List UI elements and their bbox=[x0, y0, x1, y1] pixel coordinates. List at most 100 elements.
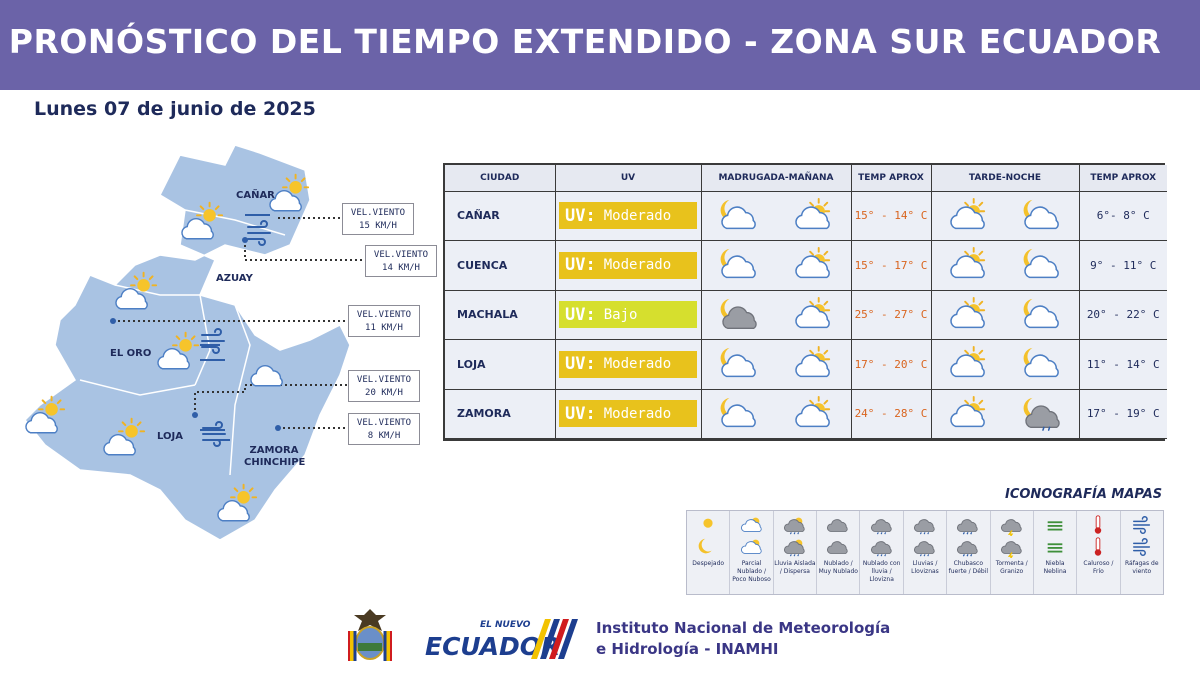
sun-cloud-icon bbox=[950, 247, 986, 279]
legend-item: Lluvias / Lloviznas bbox=[904, 511, 948, 594]
sun-cloud-icon bbox=[950, 346, 986, 378]
moon-cloud-icon bbox=[1023, 249, 1059, 279]
wind-icons bbox=[200, 214, 270, 441]
rain-icon bbox=[913, 519, 935, 535]
temp-am-cell: 24° - 28° C bbox=[851, 389, 932, 439]
temp-pm-cell: 6°- 8° C bbox=[1079, 191, 1167, 241]
table-row: LOJA UV: Moderado 17° - 20° C 11° - 14° C bbox=[445, 339, 1167, 390]
wind-box-azuay: VEL.VIENTO 14 KM/H bbox=[365, 245, 437, 277]
rain-icon bbox=[913, 541, 935, 557]
sun-cloud-icon bbox=[795, 197, 831, 229]
svg-text:EL NUEVO: EL NUEVO bbox=[480, 620, 531, 630]
el-nuevo-ecuador-logo: EL NUEVO ECUADOR bbox=[425, 619, 578, 661]
forecast-date: Lunes 07 de junio de 2025 bbox=[34, 98, 316, 120]
map-shape bbox=[23, 144, 365, 541]
uv-badge: UV: Bajo bbox=[559, 301, 697, 329]
uv-cell: UV: Moderado bbox=[555, 191, 702, 241]
am-icons-cell bbox=[701, 290, 852, 340]
wind-box-loja: VEL.VIENTO 20 KM/H bbox=[348, 370, 420, 402]
uv-badge: UV: Moderado bbox=[559, 202, 697, 230]
moon-overcast-icon bbox=[720, 298, 757, 329]
moon-icon bbox=[698, 538, 712, 554]
col-header-city: CIUDAD bbox=[445, 165, 556, 192]
pm-icons-cell bbox=[931, 191, 1080, 241]
legend-label: Tormenta / Granizo bbox=[995, 560, 1028, 575]
legend-label: Nublado / Muy Nublado bbox=[818, 560, 858, 575]
storm-icon bbox=[1000, 519, 1022, 536]
legend-item: Chubasco fuerte / Débil bbox=[947, 511, 991, 594]
sun-cloud-icon bbox=[795, 296, 831, 328]
sun-cloud-icon bbox=[950, 197, 986, 229]
temp-am-cell: 17° - 20° C bbox=[851, 339, 932, 390]
uv-badge: UV: Moderado bbox=[559, 350, 697, 378]
legend-item: Parcial Nublado / Poco Nuboso bbox=[730, 511, 774, 594]
table-row: MACHALA UV: Bajo 25° - 27° C 20° - 22° C bbox=[445, 290, 1167, 340]
cloud-drizzle-icon bbox=[870, 541, 892, 557]
sun-cloud-icon bbox=[950, 395, 986, 427]
table-row: ZAMORA UV: Moderado 24° - 28° C 17° - 19° C bbox=[445, 389, 1167, 439]
wind-icon bbox=[1132, 538, 1150, 556]
moon-cloud-icon bbox=[720, 397, 756, 427]
sun-cloud-icon bbox=[795, 346, 831, 378]
uv-level: Moderado bbox=[603, 207, 672, 224]
forecast-table: CIUDAD UV MADRUGADA-MAÑANA TEMP APROX TA… bbox=[443, 163, 1167, 441]
moon-cloud-icon bbox=[720, 348, 756, 378]
uv-cell: UV: Moderado bbox=[555, 339, 702, 390]
thermometer-icon bbox=[1095, 515, 1102, 534]
city-cell: MACHALA bbox=[445, 290, 556, 340]
uv-level: Moderado bbox=[603, 356, 672, 373]
shower-icon bbox=[957, 541, 979, 557]
legend-title: ICONOGRAFÍA MAPAS bbox=[1005, 487, 1163, 502]
region-label-canar: CAÑAR bbox=[236, 190, 275, 201]
col-header-uv: UV bbox=[555, 165, 702, 192]
legend-label: Lluvias / Lloviznas bbox=[911, 560, 939, 575]
legend-label: Despejado bbox=[692, 560, 725, 567]
wind-icon bbox=[201, 220, 271, 447]
pm-icons-cell bbox=[931, 290, 1080, 340]
am-icons-cell bbox=[701, 339, 852, 390]
wind-box-zamora: VEL.VIENTO 8 KM/H bbox=[348, 413, 420, 445]
temp-am-cell: 15° - 14° C bbox=[851, 191, 932, 241]
col-header-temp-pm: TEMP APROX bbox=[1079, 165, 1167, 192]
uv-level: Moderado bbox=[603, 405, 672, 422]
uv-tag: UV: bbox=[565, 255, 596, 276]
uv-tag: UV: bbox=[565, 304, 596, 325]
institution-name: Instituto Nacional de Meteorología e Hid… bbox=[596, 619, 891, 658]
legend-label: Lluvia Aislada / Dispersa bbox=[774, 560, 816, 575]
province-borders bbox=[79, 209, 286, 476]
fog-icon bbox=[1047, 521, 1063, 531]
moon-cloud-icon bbox=[1023, 298, 1059, 328]
sun-moon-icon bbox=[703, 518, 713, 528]
legend-label: Niebla Neblina bbox=[1043, 560, 1067, 575]
sun-cloud-icon bbox=[740, 517, 762, 532]
moon-drizzle-icon bbox=[1023, 397, 1060, 431]
city-cell: ZAMORA bbox=[445, 389, 556, 439]
sun-cloud-icon bbox=[950, 296, 986, 328]
moon-cloud-icon bbox=[1023, 348, 1059, 378]
city-cell: CUENCA bbox=[445, 240, 556, 291]
uv-cell: UV: Bajo bbox=[555, 290, 702, 340]
sun-cloud-icon bbox=[795, 395, 831, 427]
region-label-azuay: AZUAY bbox=[216, 273, 253, 284]
legend-label: Caluroso / Frío bbox=[1083, 560, 1114, 575]
ecuador-coat-of-arms-icon bbox=[348, 609, 392, 661]
thermometer-icon bbox=[1095, 537, 1102, 556]
legend-label: Parcial Nublado / Poco Nuboso bbox=[732, 560, 771, 583]
temp-am-cell: 25° - 27° C bbox=[851, 290, 932, 340]
uv-tag: UV: bbox=[565, 403, 596, 424]
city-cell: LOJA bbox=[445, 339, 556, 390]
uv-tag: UV: bbox=[565, 205, 596, 226]
moon-cloud-icon bbox=[1023, 199, 1059, 229]
uv-badge: UV: Moderado bbox=[559, 251, 697, 279]
legend-item: Nublado con lluvia / Llovizna bbox=[860, 511, 904, 594]
page-title: PRONÓSTICO DEL TIEMPO EXTENDIDO - ZONA S… bbox=[8, 22, 1162, 61]
legend-item: Ráfagas de viento bbox=[1121, 511, 1163, 594]
cloud-icon bbox=[827, 519, 848, 532]
legend-label: Ráfagas de viento bbox=[1125, 560, 1159, 575]
sun-cloud-icon bbox=[740, 539, 762, 554]
legend-item: Caluroso / Frío bbox=[1077, 511, 1121, 594]
uv-badge: UV: Moderado bbox=[559, 400, 697, 428]
wind-box-el-oro: VEL.VIENTO 11 KM/H bbox=[348, 305, 420, 337]
uv-level: Bajo bbox=[603, 306, 638, 323]
table-row: CUENCA UV: Moderado 15° - 17° C 9° - 11° C bbox=[445, 240, 1167, 291]
